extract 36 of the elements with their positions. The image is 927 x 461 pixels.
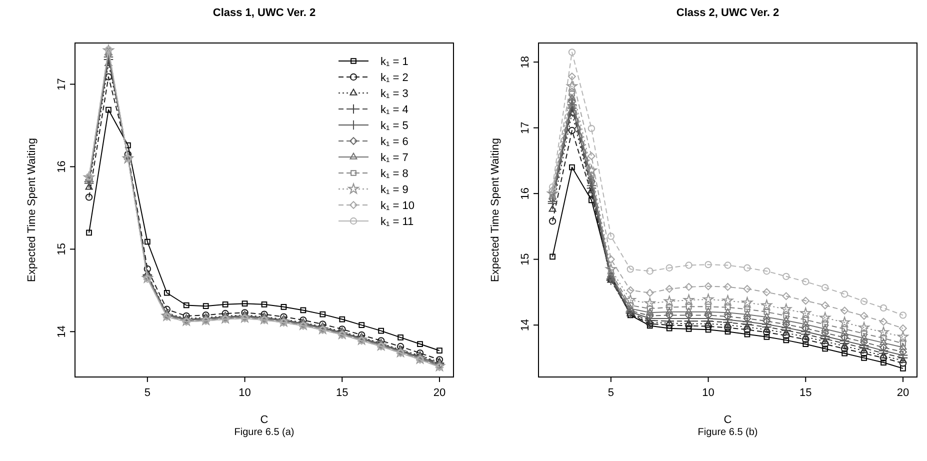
y-axis-title: Expected Time Spent Waiting (490, 138, 502, 282)
y-axis-title: Expected Time Spent Waiting (26, 138, 38, 282)
legend-label: k₁ = 3 (380, 88, 408, 100)
y-tick-label: 17 (56, 78, 68, 90)
y-tick-label: 17 (520, 122, 532, 134)
y-tick-label: 18 (520, 56, 532, 68)
caption: Figure 6.5 (a) (234, 427, 294, 438)
y-tick-label: 14 (56, 326, 68, 338)
legend-label: k₁ = 8 (380, 168, 408, 180)
caption: Figure 6.5 (b) (698, 427, 758, 438)
x-tick-label: 10 (702, 387, 714, 399)
legend-label: k₁ = 11 (380, 216, 414, 228)
chart-title: Class 1, UWC Ver. 2 (212, 7, 316, 19)
x-axis-title: C (724, 414, 732, 426)
y-tick-label: 14 (520, 318, 532, 332)
x-tick-label: 20 (433, 387, 446, 399)
legend-label: k₁ = 10 (380, 200, 414, 212)
x-tick-label: 20 (896, 387, 910, 399)
x-tick-label: 5 (144, 387, 150, 399)
legend-label: k₁ = 1 (380, 56, 408, 68)
legend-label: k₁ = 6 (380, 136, 408, 148)
chart-title: Class 2, UWC Ver. 2 (676, 7, 780, 19)
x-axis-title: C (260, 414, 268, 426)
legend-label: k₁ = 4 (380, 104, 408, 116)
legend-label: k₁ = 5 (380, 120, 408, 132)
legend-label: k₁ = 7 (380, 152, 408, 164)
y-tick-label: 16 (56, 160, 68, 173)
y-tick-label: 16 (520, 187, 532, 200)
y-tick-label: 15 (520, 253, 532, 266)
x-tick-label: 15 (800, 387, 812, 399)
x-tick-label: 5 (608, 387, 614, 399)
legend-label: k₁ = 2 (380, 72, 408, 84)
x-tick-label: 10 (238, 387, 251, 399)
legend-label: k₁ = 9 (380, 184, 408, 196)
y-tick-label: 15 (56, 243, 68, 256)
x-tick-label: 15 (336, 387, 348, 399)
